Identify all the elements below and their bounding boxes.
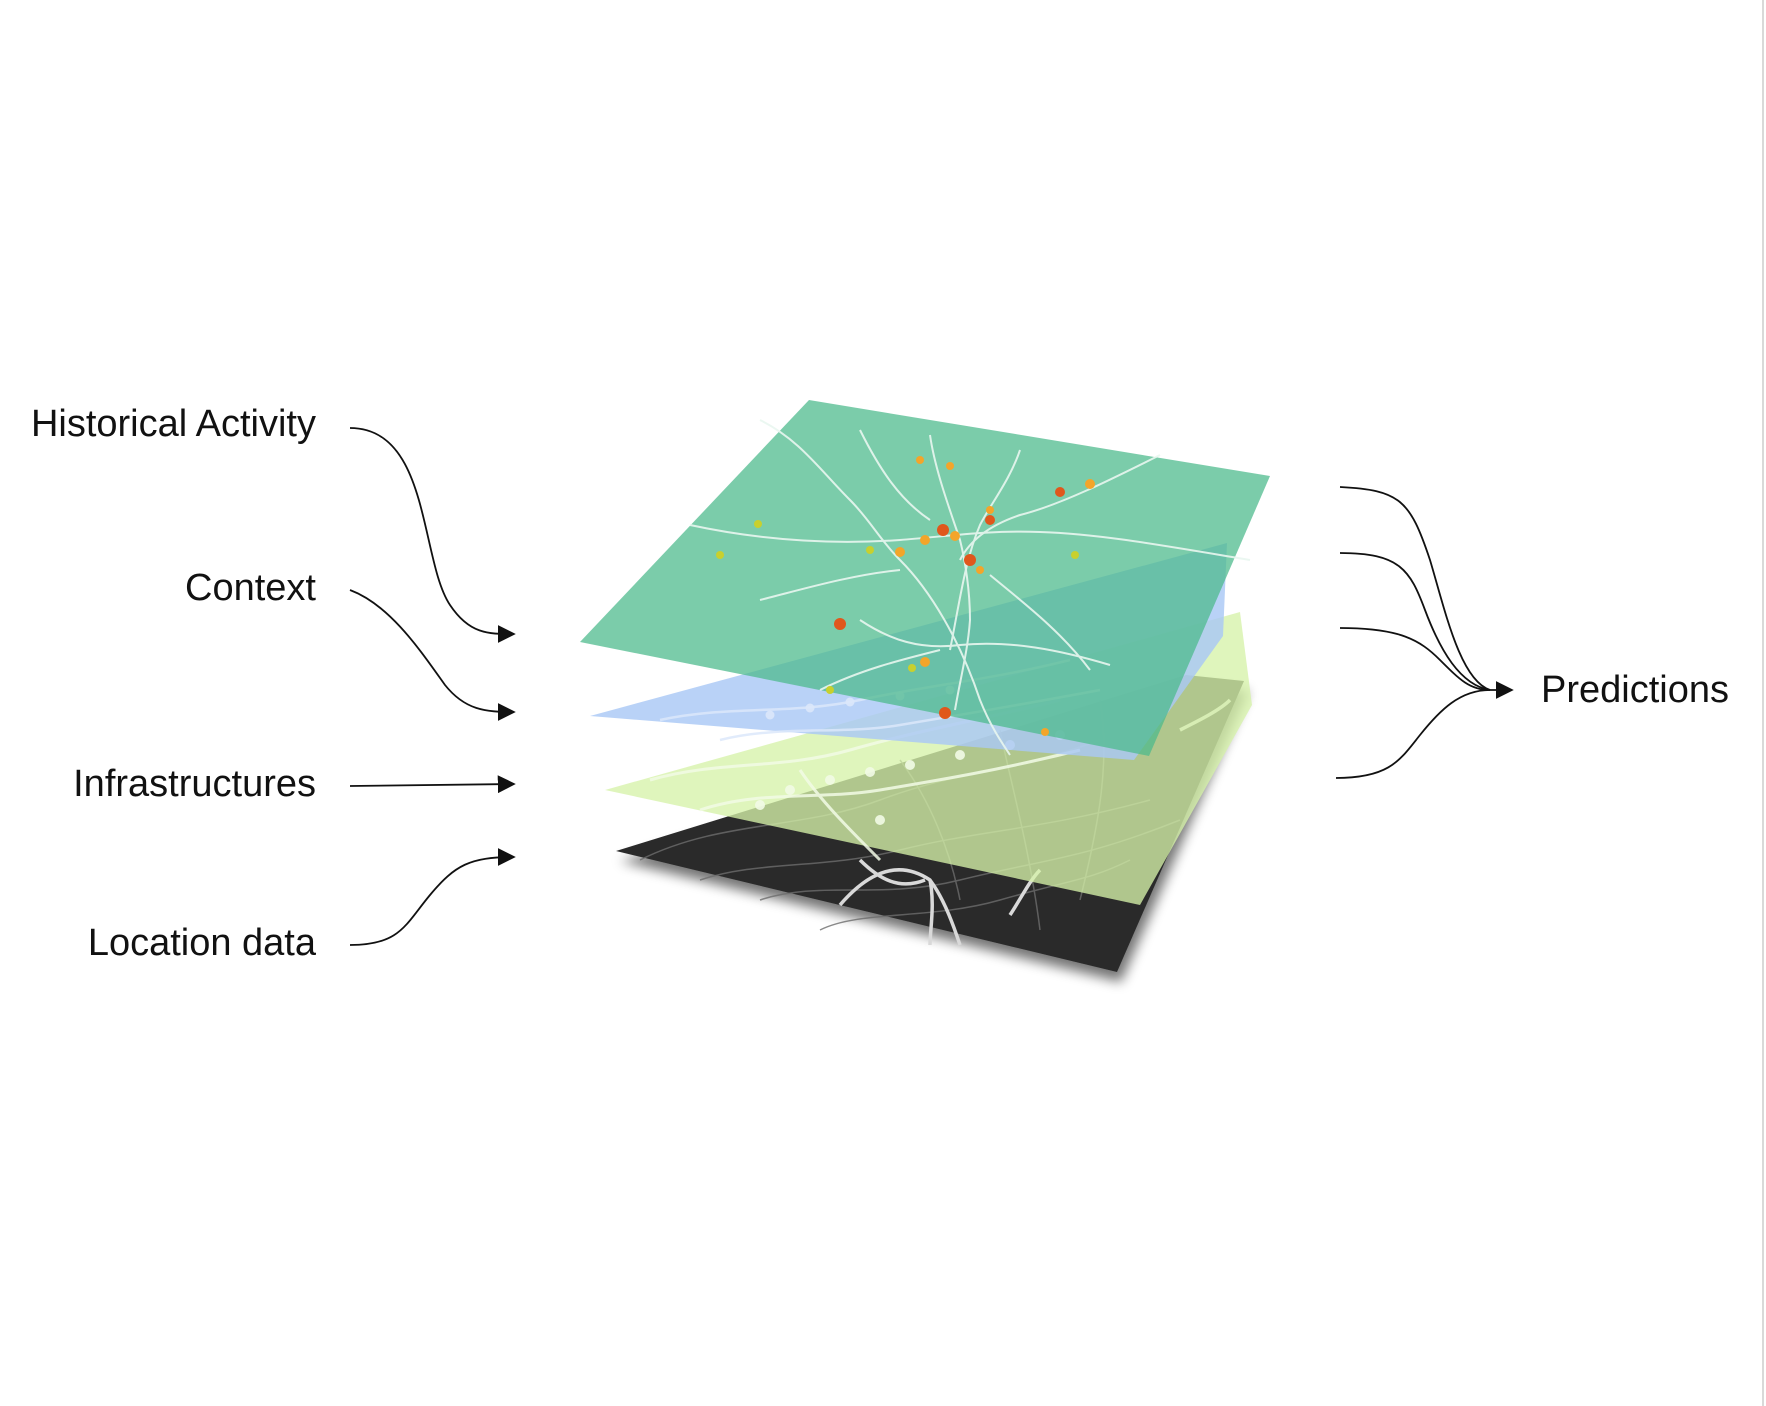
label-predictions: Predictions (1541, 669, 1729, 711)
historical-activity-layer (580, 400, 1270, 756)
window-edge (1762, 0, 1764, 1406)
label-infrastructures: Infrastructures (73, 763, 316, 805)
label-historical-activity: Historical Activity (31, 403, 316, 445)
context-arrow (349, 589, 516, 721)
historical-activity-arrow (349, 427, 516, 644)
label-context: Context (185, 567, 316, 609)
activity-hotspots (716, 456, 1095, 736)
output-arrows (1335, 486, 1514, 779)
input-arrows (349, 427, 516, 946)
label-location-data: Location data (88, 922, 317, 964)
location-data-arrow (349, 848, 516, 946)
infrastructures-arrow (349, 775, 516, 794)
